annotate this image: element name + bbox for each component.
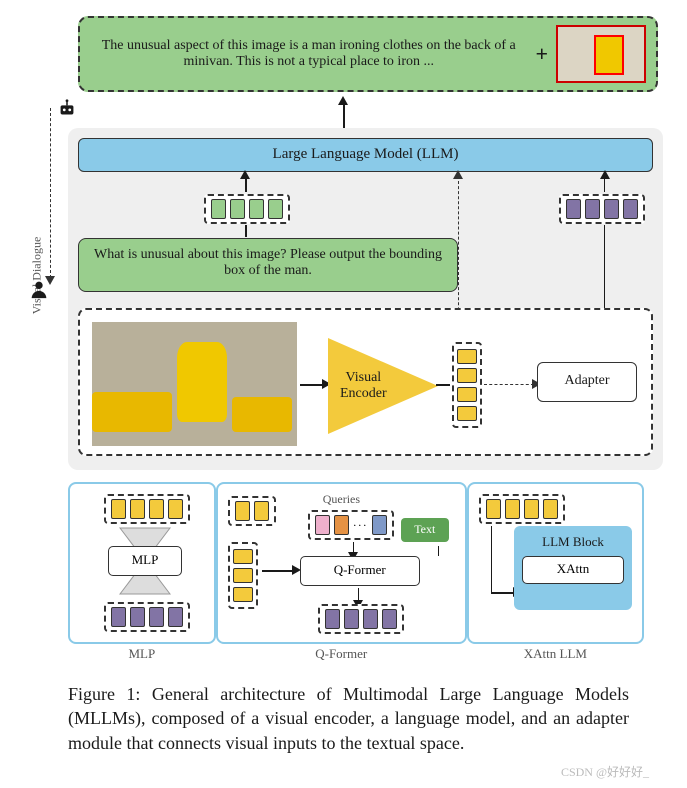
- image-element: [92, 392, 172, 432]
- token-chip: [149, 499, 164, 519]
- token-chip: [168, 607, 183, 627]
- user-icon: [28, 278, 50, 300]
- token-chip: [111, 607, 126, 627]
- token-chip: [325, 609, 340, 629]
- img-to-encoder-arrow: [300, 384, 324, 386]
- token-chip: [604, 199, 619, 219]
- qformer-panel-label: Q-Former: [218, 646, 465, 662]
- qformer-panel: Queries ··· Text Q-Former: [216, 482, 467, 644]
- ellipsis-icon: ···: [353, 518, 368, 533]
- mlp-panel-label: MLP: [70, 646, 214, 662]
- visual-dialogue-label: Visual Dialogue: [29, 237, 44, 315]
- llm-block-panel: LLM Block XAttn: [514, 526, 632, 610]
- llm-block: Large Language Model (LLM): [78, 138, 653, 172]
- token-chip: [344, 609, 359, 629]
- encoder-to-tokens-arrow: [436, 384, 450, 386]
- qformer-input-tokens-side: [228, 542, 258, 609]
- side-to-qformer-arrow: [262, 570, 294, 572]
- input-to-green-arrow: [245, 225, 247, 237]
- robot-icon: [56, 98, 78, 120]
- token-chip: [168, 499, 183, 519]
- token-chip: [249, 199, 264, 219]
- token-chip: [268, 199, 283, 219]
- xattn-route-line-v: [491, 526, 493, 592]
- token-chip: [233, 549, 253, 564]
- figure-container: The unusual aspect of this image is a ma…: [0, 0, 687, 788]
- purple-token-strip: [559, 194, 645, 224]
- token-chip: [382, 609, 397, 629]
- token-chip: [457, 368, 477, 383]
- llm-to-output-arrowhead: [338, 96, 348, 105]
- token-chip: [149, 607, 164, 627]
- queries-label: Queries: [323, 492, 360, 507]
- output-bubble: The unusual aspect of this image is a ma…: [78, 16, 658, 92]
- input-prompt-bubble: What is unusual about this image? Please…: [78, 238, 458, 292]
- token-chip: [623, 199, 638, 219]
- watermark-text: CSDN @好好好_: [8, 763, 679, 780]
- visual-encoder-label: VisualEncoder: [340, 370, 387, 402]
- yellow-token-strip-vertical: [452, 342, 482, 428]
- token-chip: [211, 199, 226, 219]
- token-chip: [233, 568, 253, 583]
- xattn-panel-label: XAttn LLM: [469, 646, 642, 662]
- image-element: [232, 397, 292, 432]
- llm-to-output-arrow: [343, 104, 345, 128]
- xattn-route-line-h: [491, 592, 515, 594]
- green-to-llm-arrowhead: [240, 170, 250, 179]
- mlp-output-tokens: [104, 602, 190, 632]
- pipeline-panel: Large Language Model (LLM): [68, 128, 663, 470]
- token-chip: [315, 515, 330, 535]
- purple-to-llm-arrowhead: [600, 170, 610, 179]
- mlp-input-tokens: [104, 494, 190, 524]
- main-diagram: The unusual aspect of this image is a ma…: [8, 8, 679, 478]
- qformer-box: Q-Former: [300, 556, 420, 586]
- token-chip: [505, 499, 520, 519]
- dialogue-loop-line: [50, 108, 51, 278]
- token-chip: [457, 387, 477, 402]
- token-chip: [372, 515, 387, 535]
- adapter-block: Adapter: [537, 362, 637, 402]
- token-chip: [130, 499, 145, 519]
- xattn-panel: LLM Block XAttn XAttn LLM: [467, 482, 644, 644]
- token-chip: [585, 199, 600, 219]
- image-element: [177, 342, 227, 422]
- xattn-input-tokens: [479, 494, 565, 524]
- token-chip: [235, 501, 250, 521]
- token-chip: [230, 199, 245, 219]
- token-chip: [111, 499, 126, 519]
- token-chip: [524, 499, 539, 519]
- output-thumbnail: [556, 25, 646, 83]
- token-chip: [566, 199, 581, 219]
- mlp-box: MLP: [108, 546, 182, 576]
- image-adapter-panel: VisualEncoder Adapter: [78, 308, 653, 456]
- token-chip: [457, 406, 477, 421]
- xattn-box: XAttn: [522, 556, 624, 584]
- mlp-panel: MLP MLP: [68, 482, 216, 644]
- text-to-qformer-arrow: [438, 546, 440, 556]
- visual-encoder: VisualEncoder: [328, 338, 438, 434]
- text-tag: Text: [401, 518, 449, 542]
- qformer-input-tokens-top: [228, 496, 276, 526]
- token-chip: [130, 607, 145, 627]
- token-chip: [457, 349, 477, 364]
- token-chip: [543, 499, 558, 519]
- bbox-annotation: [594, 35, 624, 75]
- adapter-variants-row: MLP MLP Queries ··· Text: [8, 482, 679, 644]
- plus-icon: +: [535, 41, 548, 67]
- token-chip: [334, 515, 349, 535]
- encoder-to-llm-arrowhead: [453, 170, 463, 179]
- output-text: The unusual aspect of this image is a ma…: [90, 38, 527, 70]
- green-token-strip: [204, 194, 290, 224]
- token-chip: [233, 587, 253, 602]
- llm-block-label: LLM Block: [522, 534, 624, 550]
- query-tokens: ···: [308, 510, 394, 540]
- token-chip: [363, 609, 378, 629]
- token-chip: [254, 501, 269, 521]
- token-chip: [486, 499, 501, 519]
- tokens-to-adapter-dashed: [484, 384, 534, 385]
- figure-caption: Figure 1: General architecture of Multim…: [8, 670, 679, 763]
- qformer-output-tokens: [318, 604, 404, 634]
- input-image: [92, 322, 297, 446]
